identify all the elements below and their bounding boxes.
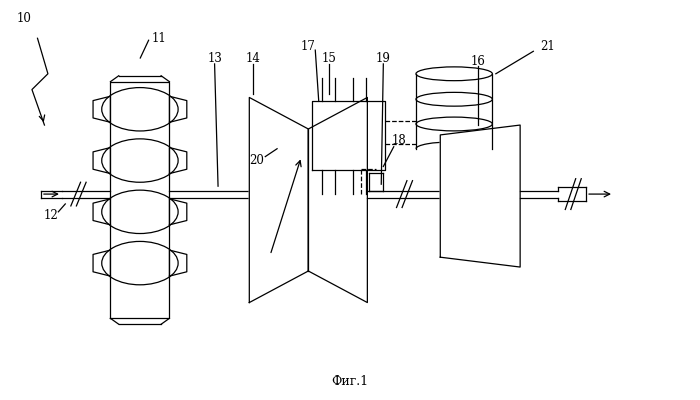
Text: 20: 20 (248, 154, 264, 167)
Text: 19: 19 (376, 52, 391, 64)
Polygon shape (440, 125, 520, 267)
Polygon shape (169, 199, 187, 225)
Polygon shape (312, 101, 385, 170)
Text: 21: 21 (540, 40, 555, 53)
Text: 18: 18 (391, 134, 406, 147)
Polygon shape (93, 148, 111, 174)
Polygon shape (111, 82, 169, 318)
Text: 16: 16 (471, 56, 486, 68)
Polygon shape (249, 98, 308, 302)
Polygon shape (93, 250, 111, 276)
Text: 15: 15 (322, 52, 337, 64)
Polygon shape (308, 98, 368, 302)
Text: 13: 13 (207, 52, 222, 64)
Polygon shape (93, 199, 111, 225)
Polygon shape (169, 250, 187, 276)
Text: 11: 11 (152, 32, 167, 45)
Text: Фиг.1: Фиг.1 (331, 375, 369, 388)
Text: 17: 17 (301, 40, 316, 53)
Polygon shape (93, 96, 111, 122)
Text: 10: 10 (16, 12, 31, 25)
Polygon shape (169, 96, 187, 122)
Polygon shape (169, 148, 187, 174)
Text: 14: 14 (245, 52, 260, 64)
Text: 12: 12 (44, 209, 59, 222)
